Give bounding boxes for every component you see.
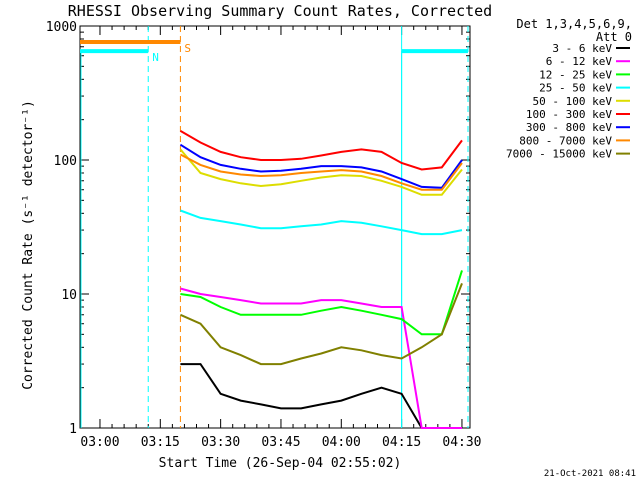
plot-frame (79, 25, 471, 429)
series-line (179, 283, 463, 366)
chart-title: RHESSI Observing Summary Count Rates, Co… (68, 2, 492, 20)
legend-label: 25 - 50 keV (539, 82, 612, 95)
y-axis-label: Corrected Count Rate (s⁻¹ detector⁻¹) (21, 100, 36, 390)
x-tick-label: 03:45 (261, 435, 300, 450)
x-tick-label: 04:00 (322, 435, 361, 450)
legend-label: 3 - 6 keV (552, 42, 612, 55)
x-axis-label: Start Time (26-Sep-04 02:55:02) (159, 456, 402, 471)
y-tick-label: 1 (69, 422, 77, 437)
series-line (180, 270, 463, 336)
legend-label: 6 - 12 keV (546, 55, 613, 68)
series-line (179, 148, 463, 196)
legend-label: 100 - 300 keV (526, 108, 612, 121)
plot-marks: 1 10 100 1000 03:00 03:15 03:30 03:45 04:00 04:15… (46, 20, 482, 450)
flag-label: S (184, 42, 191, 55)
legend-label: 12 - 25 keV (539, 68, 612, 81)
legend-label: 7000 - 15000 keV (506, 148, 612, 161)
x-tick-label: 04:15 (382, 435, 421, 450)
attenuator-state: Att 0 (596, 30, 632, 44)
legend-label: 50 - 100 keV (533, 95, 613, 108)
x-tick-label: 03:15 (141, 435, 180, 450)
series-line (180, 363, 462, 429)
series-line (180, 209, 463, 236)
series-line (180, 287, 462, 429)
legend-label: 800 - 7000 keV (519, 134, 612, 147)
x-tick-label: 04:30 (442, 435, 481, 450)
y-tick-label: 10 (61, 288, 77, 303)
y-tick-label: 1000 (46, 20, 77, 35)
flag-label: N (152, 51, 159, 64)
series-line (179, 130, 463, 171)
legend-label: 300 - 800 keV (526, 121, 612, 134)
footer-date: 21-Oct-2021 08:41 (544, 469, 636, 479)
series-line (179, 153, 463, 191)
detector-list: Det 1,3,4,5,6,9, (516, 17, 632, 31)
x-tick-label: 03:30 (201, 435, 240, 450)
x-tick-label: 03:00 (80, 435, 119, 450)
y-tick-label: 100 (54, 154, 77, 169)
series-line (179, 143, 463, 189)
